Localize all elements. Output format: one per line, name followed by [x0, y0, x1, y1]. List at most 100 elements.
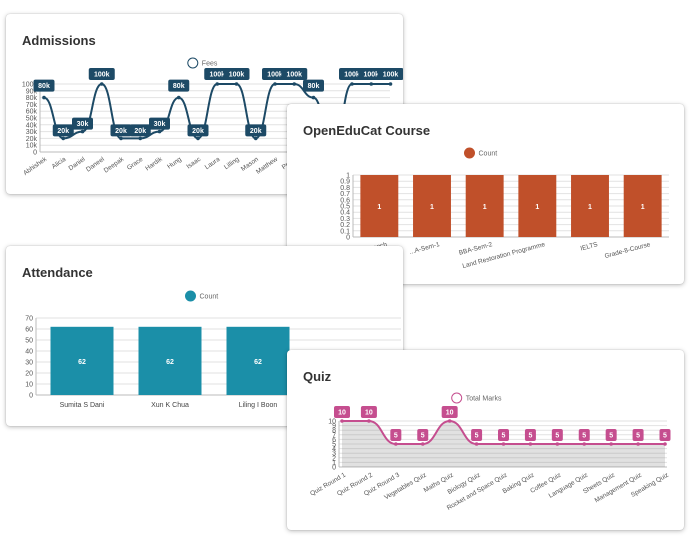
admissions-data-label: 100k [267, 72, 283, 79]
attendance-y-tick-label: 0 [29, 393, 33, 400]
quiz-y-tick-label: 2 [332, 455, 336, 462]
admissions-point [273, 82, 277, 86]
attendance-y-tick-label: 70 [25, 316, 33, 323]
course-y-tick-label: 0.9 [340, 179, 350, 186]
admissions-data-label: 80k [173, 83, 185, 90]
admissions-title: Admissions [22, 33, 96, 48]
admissions-point [119, 136, 123, 141]
course-bar [360, 175, 399, 237]
quiz-data-label-bg [498, 429, 509, 441]
admissions-y-tick-label: 40k [26, 122, 38, 129]
course-y-tick-label: 0.8 [340, 185, 350, 192]
quiz-point [555, 442, 560, 446]
admissions-data-label-bg [52, 124, 74, 137]
admissions-data-label-bg [110, 124, 132, 137]
quiz-data-label-bg [524, 429, 536, 441]
course-y-tick-label: 0.5 [340, 204, 350, 211]
quiz-y-tick-label: 5 [332, 442, 336, 449]
quiz-data-label-bg [441, 406, 458, 418]
quiz-data-label: 5 [502, 433, 506, 440]
quiz-data-label: 5 [475, 433, 479, 440]
course-y-tick-label: 0.1 [340, 228, 350, 235]
admissions-point [388, 82, 393, 86]
course-bar-value-label: 1 [588, 204, 592, 211]
course-bar-value-label: 1 [483, 204, 487, 211]
course-bar-value-label: 1 [430, 204, 434, 211]
admissions-point [215, 82, 220, 86]
attendance-bar-value-label: 62 [254, 359, 262, 366]
attendance-bar [138, 326, 202, 395]
course-x-tick-label: IELTS [580, 241, 599, 252]
admissions-data-label-bg [187, 124, 209, 137]
quiz-title: Quiz [303, 369, 332, 384]
admissions-y-tick-label: 70k [26, 102, 38, 109]
course-y-tick-label: 1 [346, 173, 350, 180]
attendance-y-tick-label: 50 [25, 338, 33, 345]
attendance-bar [226, 326, 290, 395]
admissions-point [176, 95, 181, 100]
quiz-data-label: 5 [663, 433, 667, 440]
course-y-tick-label: 0.2 [340, 222, 350, 229]
quiz-data-label: 10 [338, 410, 346, 417]
admissions-data-label: 100k [344, 72, 360, 79]
quiz-point [367, 419, 371, 423]
admissions-point [292, 82, 297, 86]
admissions-data-label: 30k [154, 121, 166, 128]
attendance-x-tick-label: Xun K Chua [151, 402, 189, 409]
admissions-point [42, 95, 46, 100]
admissions-y-tick-label: 100k [22, 82, 38, 89]
attendance-title: Attendance [22, 265, 93, 280]
course-x-tick-label: BBA-Sem-2 [458, 241, 493, 257]
quiz-y-tick-label: 7 [332, 432, 336, 439]
admissions-data-label-bg [33, 79, 55, 92]
admissions-data-label-bg [303, 79, 324, 92]
admissions-y-tick-label: 80k [26, 95, 38, 102]
quiz-data-label-bg [605, 429, 617, 441]
attendance-bar-value-label: 62 [78, 359, 86, 366]
admissions-data-label: 100k [229, 72, 245, 79]
admissions-data-label: 20k [192, 128, 204, 135]
admissions-point [234, 82, 239, 86]
quiz-data-label: 5 [421, 433, 425, 440]
quiz-data-label-bg [659, 429, 671, 441]
quiz-data-label-bg [360, 406, 377, 418]
admissions-data-label: 80k [38, 83, 50, 90]
quiz-x-tick-label: Management Quiz [594, 472, 644, 505]
quiz-data-label-bg [551, 429, 563, 441]
quiz-point [420, 442, 425, 446]
admissions-x-tick-label: Laura [204, 156, 222, 171]
quiz-data-label-bg [417, 429, 429, 441]
quiz-data-label: 5 [528, 433, 532, 440]
quiz-card: Quiz Total Marks 0 1 2 3 4 5 6 7 8 9 10 10 10 5 5 10 5 5 5 5… [287, 350, 684, 530]
admissions-y-tick-label: 50k [26, 116, 38, 123]
admissions-y-tick-label: 60k [26, 109, 38, 116]
admissions-data-label: 30k [77, 121, 89, 128]
attendance-legend-swatch [185, 290, 196, 302]
admissions-legend-swatch [187, 57, 199, 69]
admissions-data-label: 100k [383, 72, 399, 79]
admissions-point [80, 129, 85, 134]
admissions-data-label-bg [72, 117, 93, 130]
quiz-y-tick-label: 0 [332, 465, 336, 472]
course-bar [518, 175, 557, 237]
admissions-y-tick-label: 90k [26, 88, 38, 95]
quiz-y-tick-label: 9 [332, 423, 336, 430]
quiz-point [528, 442, 533, 446]
quiz-y-tick-label: 6 [332, 437, 336, 444]
quiz-point [582, 442, 587, 446]
admissions-point [196, 136, 200, 141]
course-title: OpenEduCat Course [303, 123, 431, 138]
course-card: OpenEduCat Course Count 0 0.1 0.2 0.3 0.4 0.5 0… [287, 104, 684, 284]
quiz-data-label-bg [632, 429, 644, 441]
course-bar [413, 175, 451, 237]
admissions-x-tick-label: Deepak [103, 155, 126, 174]
admissions-point [311, 95, 316, 100]
admissions-data-label-bg [88, 68, 115, 80]
attendance-y-tick-label: 20 [25, 371, 33, 378]
quiz-data-label-bg [578, 429, 590, 441]
admissions-x-tick-label: Hung [166, 156, 183, 171]
course-chart: Count00.10.20.30.40.50.60.70.80.911...ra… [340, 147, 669, 270]
admissions-data-label: 100k [94, 72, 110, 79]
quiz-point [636, 442, 640, 446]
admissions-y-tick-label: 10k [26, 143, 38, 150]
